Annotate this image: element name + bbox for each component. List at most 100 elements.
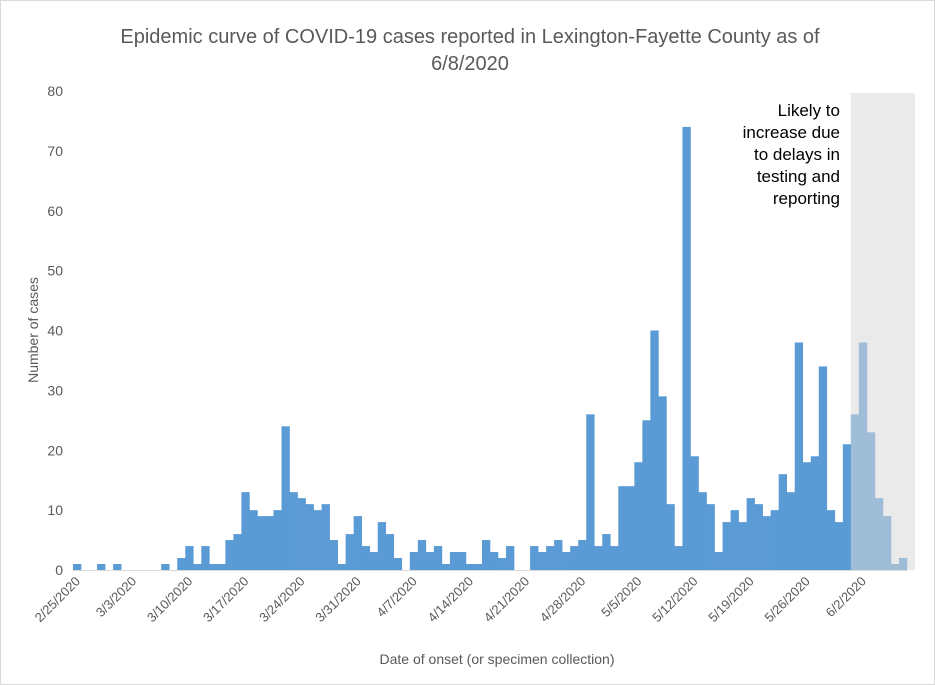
x-tick-label: 6/2/2020 <box>823 574 869 620</box>
bar <box>113 564 122 570</box>
bar <box>570 546 579 570</box>
bar <box>329 540 338 570</box>
x-tick-label: 2/25/2020 <box>32 574 84 626</box>
x-tick-label: 4/28/2020 <box>537 574 589 626</box>
bar <box>305 504 314 570</box>
bar <box>626 486 635 570</box>
bar <box>754 504 763 570</box>
bar <box>353 516 362 570</box>
bar <box>818 366 828 570</box>
bar <box>321 504 330 570</box>
bar <box>546 546 555 570</box>
shaded-note-line: increase due <box>742 123 840 142</box>
y-tick-label: 50 <box>47 263 63 279</box>
bar <box>233 534 242 570</box>
y-axis-title: Number of cases <box>25 277 41 383</box>
chart-title: Epidemic curve of COVID-19 cases reporte… <box>120 26 820 75</box>
shaded-region <box>850 93 916 570</box>
bar <box>834 522 844 570</box>
x-tick-label: 3/24/2020 <box>256 574 308 626</box>
bar <box>457 552 467 570</box>
y-tick-label: 30 <box>47 382 63 398</box>
bar <box>698 492 707 570</box>
x-tick-label: 3/10/2020 <box>144 574 196 626</box>
bar <box>433 546 443 570</box>
shaded-note-line: Likely to <box>777 101 840 120</box>
bar <box>313 510 322 571</box>
bar <box>650 330 659 570</box>
bar <box>642 420 651 570</box>
bar <box>257 516 266 570</box>
bar <box>794 342 804 570</box>
bar <box>473 564 483 570</box>
bar <box>97 564 106 570</box>
shaded-note-line: reporting <box>772 189 840 208</box>
bar <box>385 534 395 570</box>
bar <box>602 534 611 570</box>
bar <box>706 504 715 570</box>
bar <box>209 564 218 570</box>
x-tick-label: 4/7/2020 <box>374 574 420 620</box>
bar <box>177 558 186 570</box>
bar <box>441 564 451 570</box>
bar <box>786 492 796 570</box>
x-tick-label: 3/3/2020 <box>93 574 139 620</box>
bar <box>409 552 419 570</box>
bar <box>586 414 595 570</box>
bar <box>249 510 258 571</box>
bar <box>377 522 387 570</box>
x-tick-label: 5/26/2020 <box>761 574 813 626</box>
bar <box>369 552 379 570</box>
bar <box>730 510 739 571</box>
x-tick-label: 4/21/2020 <box>481 574 533 626</box>
bar <box>73 564 82 570</box>
bar <box>225 540 234 570</box>
bar <box>746 498 755 570</box>
bar <box>690 456 699 570</box>
bar <box>289 492 298 570</box>
y-tick-label: 10 <box>47 502 63 518</box>
x-tick-label: 5/19/2020 <box>705 574 757 626</box>
bar <box>217 564 226 570</box>
bar <box>762 516 771 570</box>
bar <box>449 552 459 570</box>
bar <box>481 540 491 570</box>
x-tick-label: 5/5/2020 <box>598 574 644 620</box>
bar <box>425 552 435 570</box>
bar <box>161 564 170 570</box>
bar <box>265 516 274 570</box>
bar <box>498 558 507 570</box>
y-tick-label: 70 <box>47 143 63 159</box>
bar <box>185 546 194 570</box>
bar <box>634 462 643 570</box>
y-tick-label: 80 <box>47 83 63 99</box>
bar <box>578 540 587 570</box>
bar <box>770 510 779 571</box>
bar <box>778 474 788 570</box>
bar <box>273 510 282 571</box>
shaded-note-line: to delays in <box>754 145 840 164</box>
bar <box>826 510 836 571</box>
bar <box>658 396 667 570</box>
bar <box>802 462 812 570</box>
bar <box>393 558 403 570</box>
bar <box>506 546 515 570</box>
bar <box>810 456 820 570</box>
x-tick-label: 3/31/2020 <box>312 574 364 626</box>
bar <box>193 564 202 570</box>
bar <box>594 546 603 570</box>
bar <box>297 498 306 570</box>
bar <box>554 540 563 570</box>
bar <box>361 546 371 570</box>
bar <box>201 546 210 570</box>
bar <box>345 534 354 570</box>
x-axis-title: Date of onset (or specimen collection) <box>379 651 615 667</box>
bar <box>682 126 691 571</box>
bar <box>241 492 250 570</box>
y-tick-label: 40 <box>47 323 63 339</box>
bar <box>842 444 852 570</box>
y-tick-label: 20 <box>47 442 63 458</box>
bar <box>722 522 731 570</box>
bar <box>562 552 571 570</box>
